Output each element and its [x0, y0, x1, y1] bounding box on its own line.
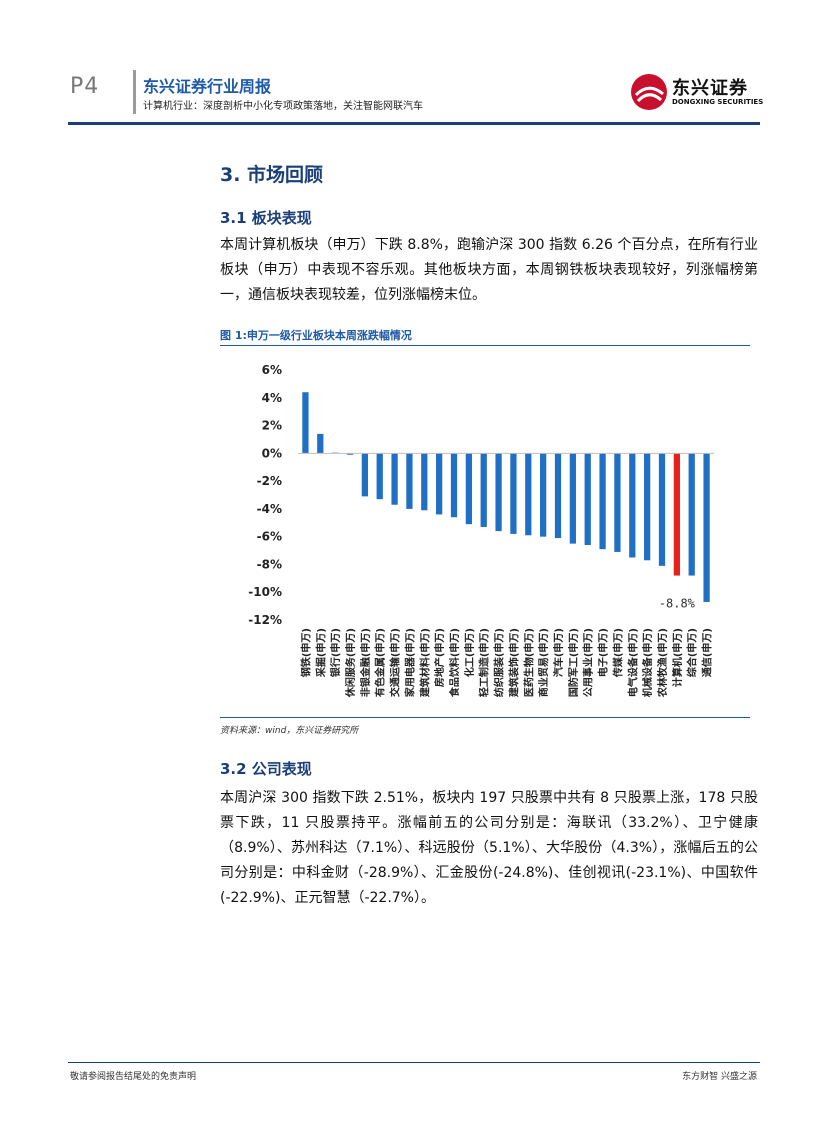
x-category-label: 轻工制造(申万) — [478, 628, 491, 697]
logo-emblem-icon — [631, 74, 667, 110]
x-category-label: 房地产(申万) — [433, 628, 446, 687]
bar — [391, 453, 398, 505]
x-category-label: 国防军工(申万) — [567, 628, 580, 697]
highlight-data-label: -8.8% — [659, 597, 696, 611]
footer-disclaimer: 敬请参阅报告结尾处的免责声明 — [70, 1072, 197, 1082]
bar — [703, 453, 710, 602]
x-category-label: 电子(申万) — [597, 628, 610, 677]
header-divider-bar — [133, 70, 136, 114]
bar — [629, 453, 636, 558]
figure-bottom-rule — [220, 717, 750, 718]
x-category-label: 机械设备(申万) — [641, 628, 654, 697]
bar — [480, 453, 487, 527]
x-category-label: 银行(申万) — [329, 628, 342, 677]
figure-source: 资料来源：wind，东兴证券研究所 — [220, 726, 359, 736]
bar — [540, 453, 547, 537]
x-category-label: 农林牧渔(申万) — [656, 628, 669, 698]
y-tick-label: 2% — [262, 419, 282, 433]
bar — [361, 453, 368, 497]
y-tick-label: -10% — [248, 585, 282, 599]
y-axis-labels: 6% 4% 2% 0% -2% -4% -6% -8% -10% -12% — [248, 363, 282, 627]
x-category-label: 休闲服务(申万) — [344, 628, 357, 698]
subsection-heading-company: 3.2 公司表现 — [220, 760, 312, 778]
x-category-label: 公用事业(申万) — [582, 628, 595, 697]
x-category-label: 化工(申万) — [463, 628, 476, 677]
bar — [569, 453, 576, 544]
x-category-label: 非银金融(申万) — [359, 628, 372, 697]
x-category-label: 家用电器(申万) — [403, 628, 416, 697]
x-category-label: 通信(申万) — [701, 628, 714, 677]
company-performance-paragraph: 本周沪深 300 指数下跌 2.51%，板块内 197 只股票中共有 8 只股票… — [220, 790, 758, 906]
bar — [436, 453, 443, 515]
x-category-label: 传媒(申万) — [611, 628, 624, 678]
bar — [495, 453, 502, 532]
bar — [584, 453, 591, 545]
bar — [450, 453, 458, 518]
bar — [554, 453, 562, 539]
x-category-label: 纺织服装(申万) — [493, 628, 506, 697]
logo-chinese-text: 东兴证券 — [672, 78, 748, 99]
section-heading: 3. 市场回顾 — [220, 164, 324, 186]
x-category-label: 钢铁(申万) — [299, 628, 312, 677]
bar — [465, 453, 472, 525]
bar — [658, 453, 666, 566]
bar-highlighted — [673, 453, 680, 576]
x-category-label: 有色金属(申万) — [374, 628, 387, 697]
x-category-label: 电气设备(申万) — [626, 628, 639, 697]
y-tick-label: 0% — [262, 446, 282, 460]
subsection-heading-sector: 3.1 板块表现 — [220, 209, 312, 227]
bar — [644, 453, 651, 561]
bar — [421, 453, 428, 511]
x-category-label: 食品饮料(申万) — [448, 628, 461, 698]
figure-top-rule — [220, 345, 750, 346]
sector-change-bar-chart: 6% 4% 2% 0% -2% -4% -6% -8% -10% -12% -8.8% 钢铁(申万… — [248, 363, 714, 698]
x-category-label: 建筑装饰(申万) — [507, 628, 520, 698]
y-tick-label: -8% — [257, 557, 282, 571]
x-category-label: 交通运输(申万) — [389, 628, 402, 697]
x-axis-labels: 钢铁(申万) 采掘(申万) 银行(申万) 休闲服务(申万) 非银金融(申万) 有色金属(申… — [299, 628, 713, 698]
header-rule — [68, 122, 760, 125]
footer-slogan: 东方财智 兴盛之源 — [682, 1072, 757, 1082]
bar — [525, 453, 532, 536]
y-tick-label: -4% — [257, 502, 282, 516]
bar — [614, 453, 621, 552]
bar — [346, 453, 354, 455]
page-number: P4 — [70, 74, 100, 99]
bar — [317, 433, 324, 454]
x-category-label: 计算机(申万) — [671, 628, 684, 687]
report-title: 东兴证券行业周报 — [143, 77, 272, 96]
x-category-label: 建筑材料(申万) — [418, 628, 431, 698]
bar — [510, 453, 517, 534]
x-category-label: 汽车(申万) — [552, 628, 565, 677]
bar — [406, 453, 413, 509]
bar — [302, 392, 309, 454]
logo-english-text: DONGXING SECURITIES — [672, 98, 764, 106]
x-category-label: 商业贸易(申万) — [537, 628, 550, 697]
x-category-label: 综合(申万) — [686, 628, 699, 677]
footer-rule — [68, 1062, 760, 1063]
figure-caption: 图 1:申万一级行业板块本周涨跌幅情况 — [220, 329, 412, 342]
y-tick-label: 6% — [262, 363, 282, 377]
company-logo: 东兴证券 DONGXING SECURITIES — [630, 72, 764, 112]
y-tick-label: 4% — [262, 391, 282, 405]
bar — [376, 453, 383, 500]
bar — [688, 453, 695, 576]
y-tick-label: -6% — [257, 530, 282, 544]
sector-performance-paragraph: 本周计算机板块（申万）下跌 8.8%，跑输沪深 300 指数 6.26 个百分点… — [220, 237, 758, 303]
x-category-label: 医药生物(申万) — [522, 628, 535, 697]
x-category-label: 采掘(申万) — [314, 628, 327, 678]
bar — [599, 453, 606, 550]
chart-bars: -8.8% — [302, 392, 710, 611]
y-tick-label: -12% — [248, 613, 282, 627]
report-subtitle: 计算机行业：深度剖析中小化专项政策落地，关注智能网联汽车 — [143, 101, 423, 112]
y-tick-label: -2% — [257, 474, 282, 488]
